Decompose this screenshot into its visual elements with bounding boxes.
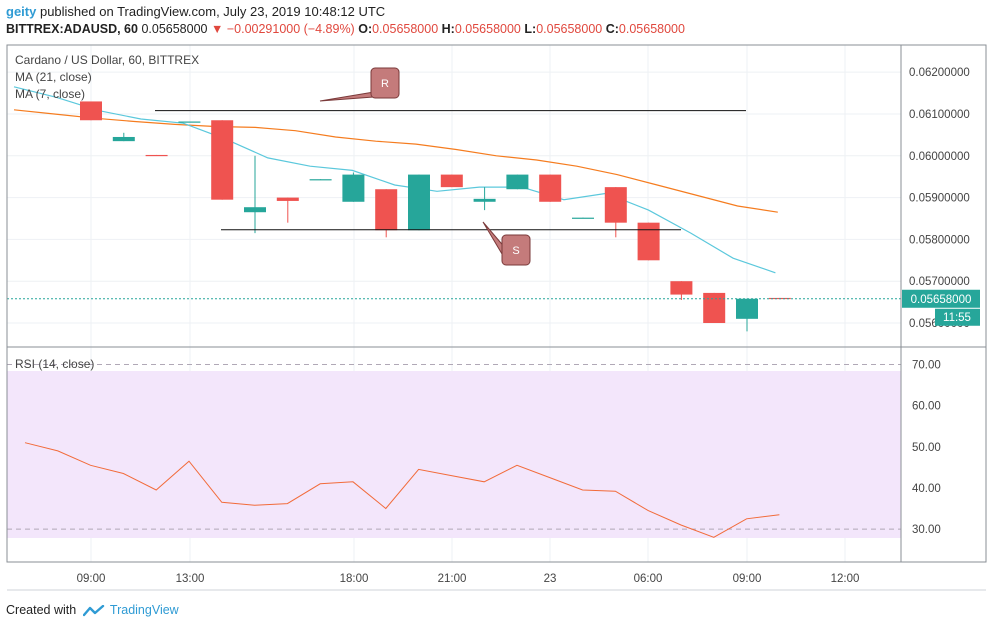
tradingview-brand[interactable]: TradingView [109, 603, 179, 617]
created-with-label: Created with [6, 603, 77, 617]
grid [7, 45, 901, 562]
ma7-legend[interactable]: MA (7, close) [15, 87, 85, 101]
rsi-pane[interactable] [7, 363, 901, 538]
price-tick-label: 0.06200000 [909, 67, 970, 79]
time-tick-label: 13:00 [176, 573, 205, 585]
author-name[interactable]: geity [6, 4, 37, 19]
candle [112, 136, 135, 142]
chart-title: Cardano / US Dollar, 60, BITTREX [15, 53, 200, 67]
high-value: 0.05658000 [454, 22, 521, 36]
callout-label: S [512, 245, 519, 257]
time-tick-label: 09:00 [77, 573, 106, 585]
callout-box [370, 67, 400, 99]
tradingview-logo-icon [82, 604, 104, 616]
candle [473, 198, 496, 202]
candle [604, 187, 627, 223]
countdown-text: 11:55 [943, 312, 971, 324]
candle [342, 174, 365, 202]
ma21-legend[interactable]: MA (21, close) [15, 70, 92, 84]
candle [145, 154, 168, 157]
price-tick-label: 0.05900000 [909, 193, 970, 205]
axes: 0.06200000 0.06100000 0.06000000 0.05900000… [6, 44, 987, 591]
price-tick-label: 0.05700000 [909, 276, 970, 288]
close-value: 0.05658000 [618, 22, 685, 36]
price-pane[interactable] [7, 86, 901, 332]
rsi-tick-label: 50.00 [912, 442, 941, 454]
rsi-legend-label: RSI (14, close) [15, 357, 95, 371]
price-tick-label: 0.06100000 [909, 109, 970, 121]
symbol-header: BITTREX:ADAUSD, 60 0.05658000 ▼ −0.00291… [6, 22, 685, 36]
candle [506, 174, 529, 190]
support-callout[interactable]: S [482, 221, 531, 266]
candle [440, 174, 463, 188]
candle [736, 298, 758, 319]
candle [670, 281, 693, 295]
rsi-legend[interactable]: RSI (14, close) [15, 357, 94, 371]
last-price: 0.05658000 [141, 22, 208, 36]
ma7-legend-label: MA (7, close) [15, 87, 86, 101]
callout-label: R [381, 78, 389, 90]
candle [572, 217, 594, 219]
candle [211, 120, 234, 200]
rsi-line [24, 442, 780, 538]
candle [637, 222, 660, 261]
publish-header: geity published on TradingView.com, July… [6, 4, 385, 19]
chart-frame [6, 44, 987, 563]
candle [244, 207, 266, 213]
time-tick-label: 23 [544, 573, 557, 585]
candle [80, 101, 102, 121]
time-tick-label: 18:00 [340, 573, 369, 585]
price-tick-label: 0.05800000 [909, 234, 970, 246]
rsi-tick-label: 70.00 [912, 359, 941, 371]
candle [178, 121, 201, 123]
annotations[interactable]: RS [319, 67, 531, 266]
open-label: O: [358, 22, 373, 36]
time-tick-label: 12:00 [831, 573, 860, 585]
time-tick-label: 06:00 [634, 573, 663, 585]
down-arrow-icon: ▼ [210, 22, 224, 36]
callout-box [501, 234, 531, 266]
rsi-band [7, 371, 901, 538]
rsi-tick-label: 60.00 [912, 401, 941, 413]
rsi-tick-label: 40.00 [912, 483, 941, 495]
published-text: published on TradingView.com, July 23, 2… [39, 4, 386, 19]
ma7-line [13, 86, 776, 274]
high-label: H: [441, 22, 455, 36]
candle [375, 189, 398, 231]
candle [276, 197, 299, 201]
open-value: 0.05658000 [372, 22, 439, 36]
candle [539, 174, 562, 202]
ma21-legend-label: MA (21, close) [15, 70, 92, 84]
resistance-callout[interactable]: R [319, 67, 400, 102]
countdown-badge [935, 308, 980, 326]
time-tick-label: 09:00 [733, 573, 762, 585]
price-tick-label: 0.06000000 [909, 151, 970, 163]
candle [703, 292, 726, 324]
low-label: L: [524, 22, 537, 36]
symbol-label: BITTREX:ADAUSD, 60 [6, 22, 138, 36]
close-label: C: [605, 22, 619, 36]
time-tick-label: 21:00 [438, 573, 467, 585]
footer: Created with TradingView [6, 603, 179, 617]
candle [309, 179, 332, 181]
ma21-line [13, 109, 778, 213]
candle [408, 174, 430, 231]
price-change: −0.00291000 (−4.89%) [226, 22, 355, 36]
rsi-tick-label: 30.00 [912, 524, 941, 536]
low-value: 0.05658000 [536, 22, 603, 36]
last-price-badge [902, 289, 980, 308]
last-price-badge-text: 0.05658000 [911, 294, 972, 306]
